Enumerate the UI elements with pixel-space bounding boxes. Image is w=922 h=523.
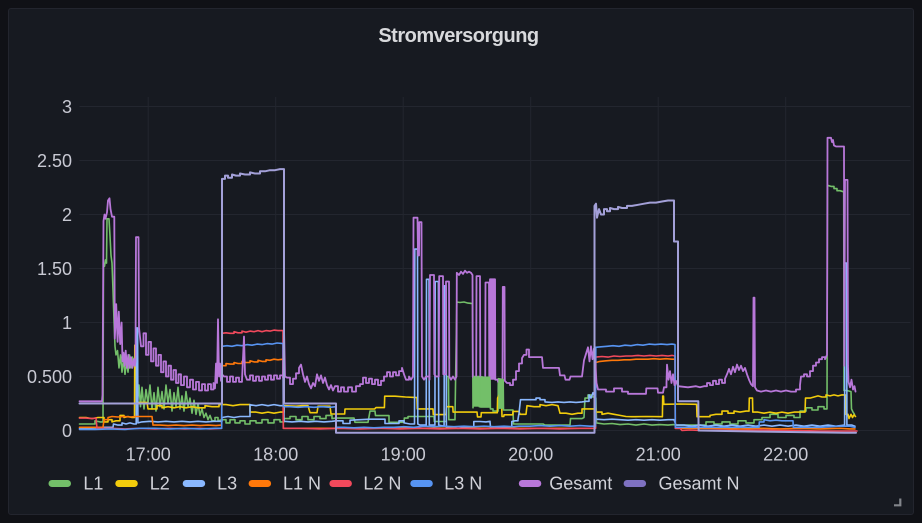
svg-text:2: 2 <box>62 205 72 225</box>
svg-text:19:00: 19:00 <box>381 445 426 465</box>
svg-text:3: 3 <box>62 97 72 117</box>
svg-text:L1 N: L1 N <box>283 474 321 494</box>
svg-text:0: 0 <box>62 421 72 441</box>
svg-text:Gesamt N: Gesamt N <box>659 474 740 494</box>
svg-text:18:00: 18:00 <box>253 445 298 465</box>
svg-text:L2: L2 <box>150 474 170 494</box>
svg-text:Gesamt: Gesamt <box>549 474 612 494</box>
svg-text:L2 N: L2 N <box>363 474 401 494</box>
svg-text:1.50: 1.50 <box>37 259 72 279</box>
svg-text:L3 N: L3 N <box>444 474 482 494</box>
svg-text:22:00: 22:00 <box>763 445 808 465</box>
svg-text:0.500: 0.500 <box>27 367 72 387</box>
svg-text:Stromversorgung: Stromversorgung <box>378 25 538 47</box>
svg-text:1: 1 <box>62 313 72 333</box>
svg-text:17:00: 17:00 <box>126 445 171 465</box>
svg-text:L1: L1 <box>83 474 103 494</box>
svg-text:L3: L3 <box>217 474 237 494</box>
svg-text:20:00: 20:00 <box>508 445 553 465</box>
svg-text:2.50: 2.50 <box>37 151 72 171</box>
svg-text:21:00: 21:00 <box>636 445 681 465</box>
